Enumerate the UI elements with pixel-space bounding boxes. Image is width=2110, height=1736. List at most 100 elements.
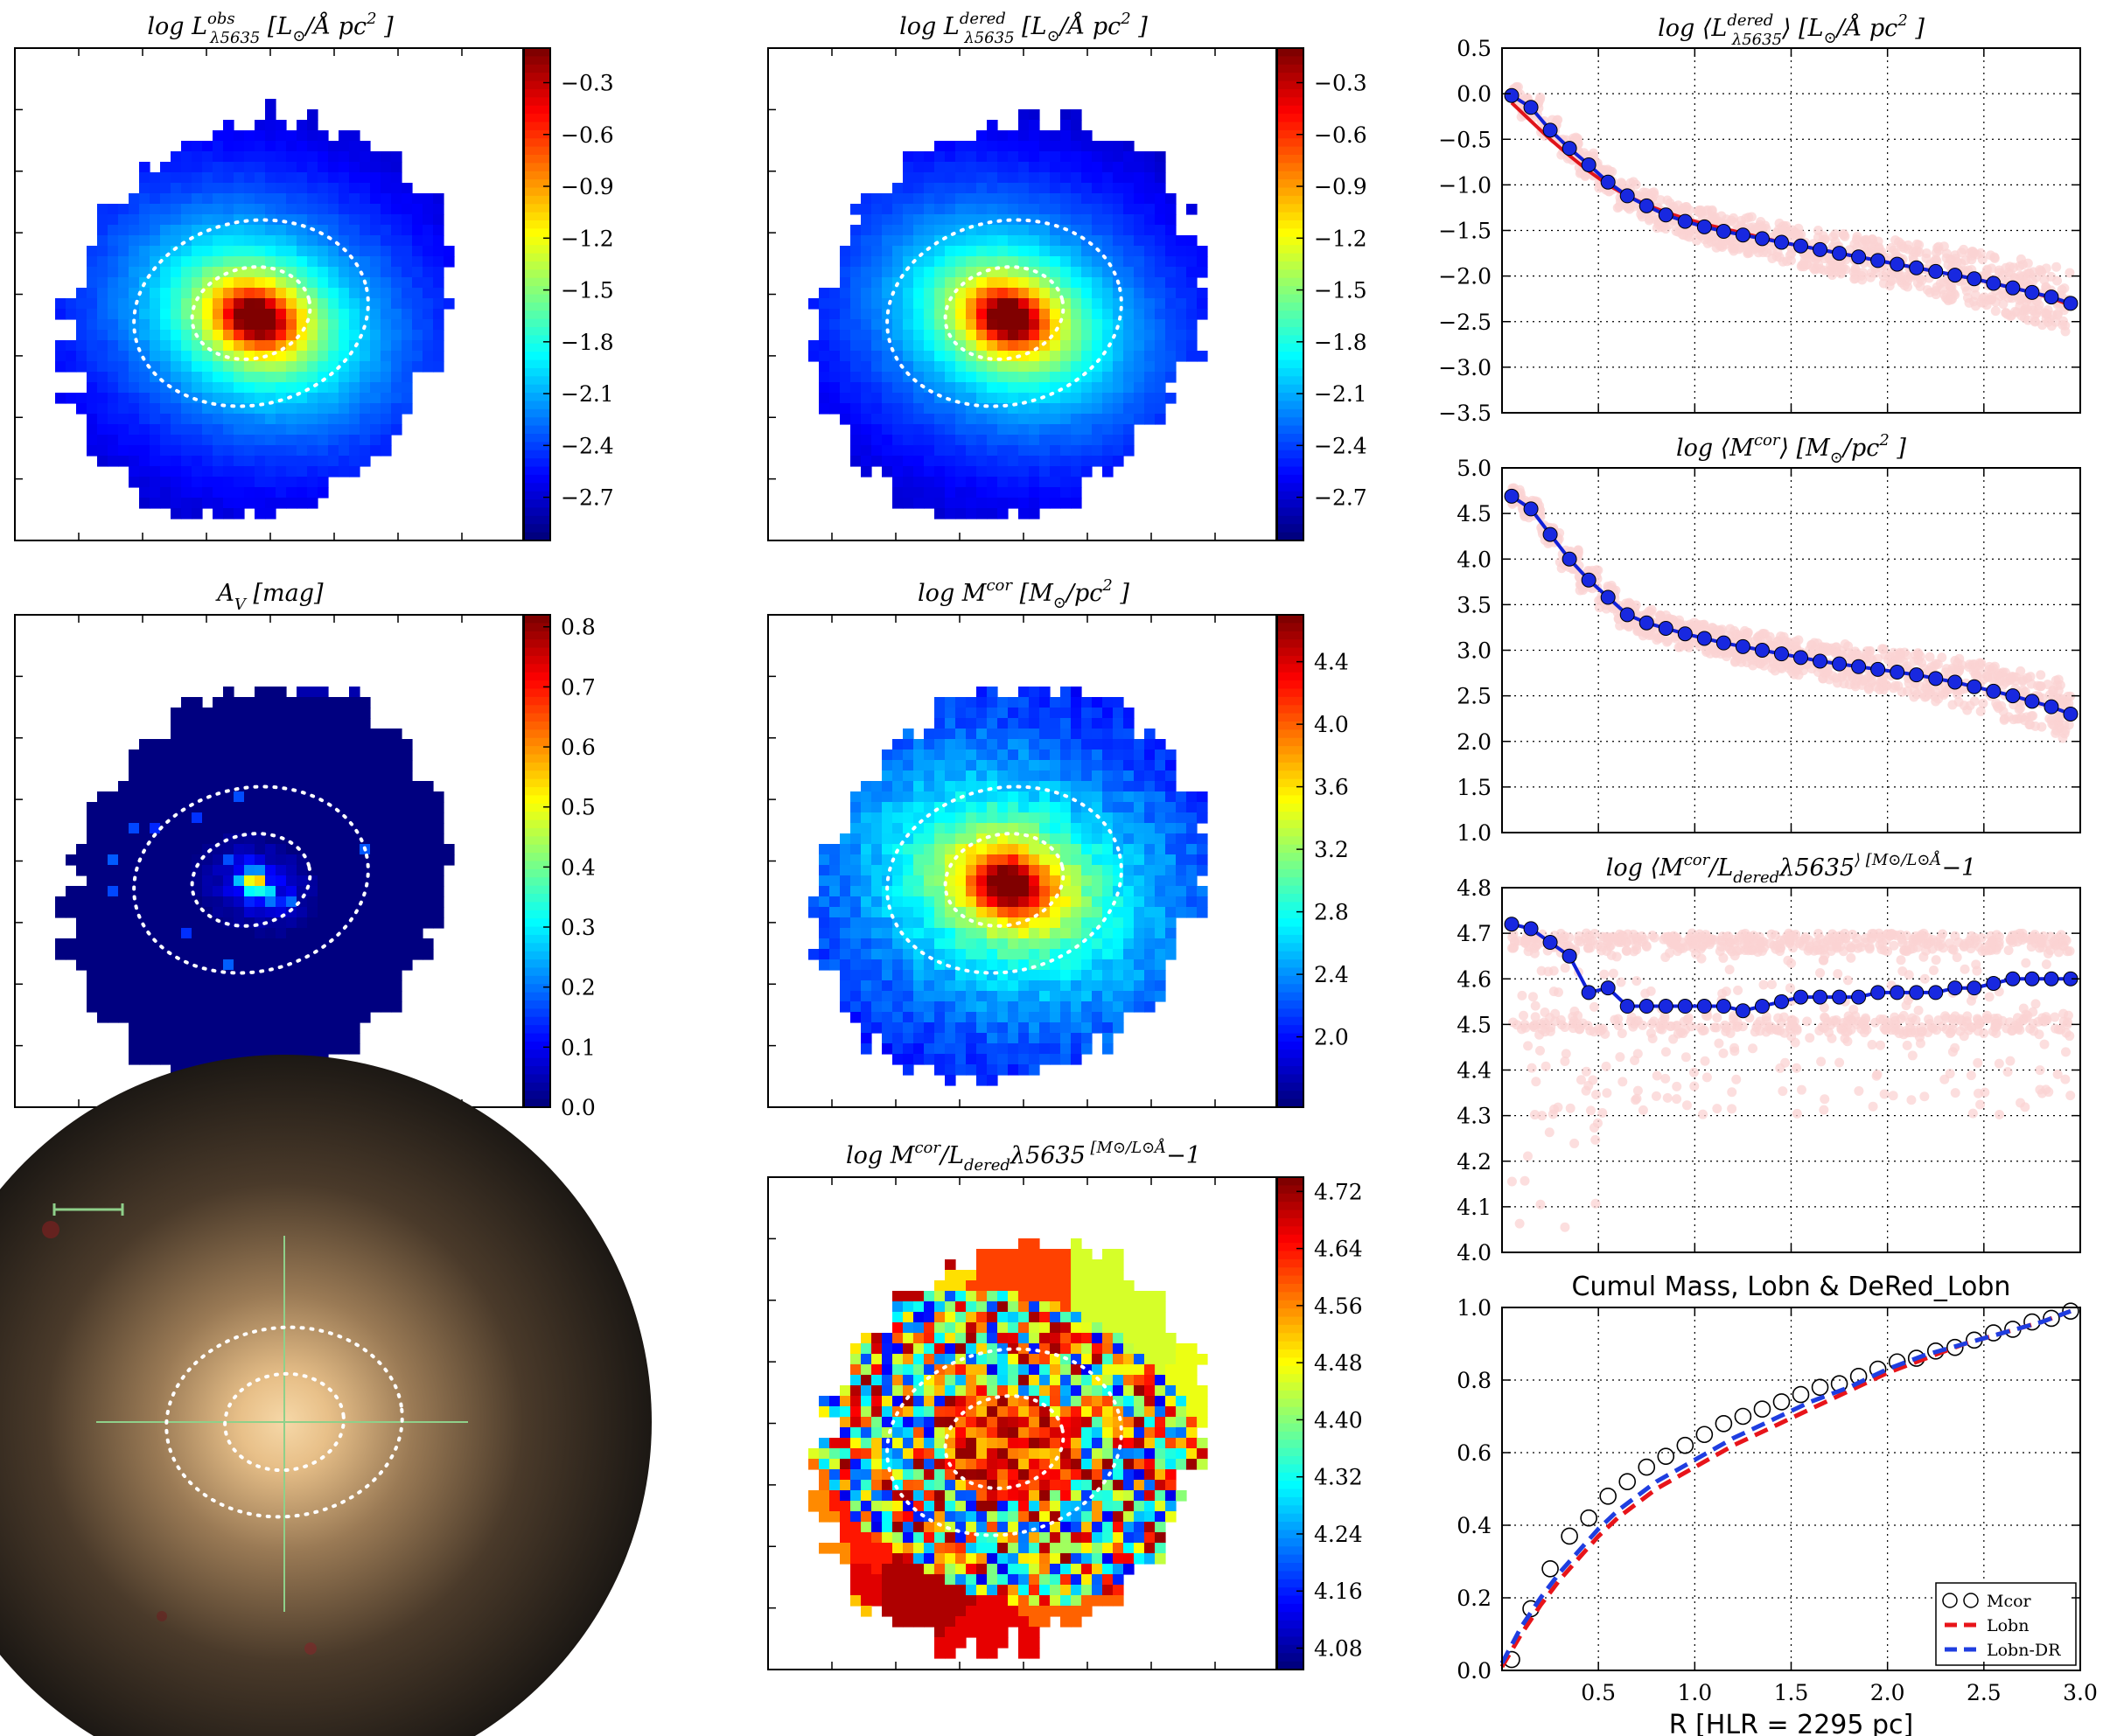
y-tick-label: 0.0 (1457, 81, 1492, 107)
profile-charts: log ⟨Ldered λ5635⟩ [L⊙/Å pc2 ] 0.5 0.0 −0.5 −… (1438, 11, 2098, 1736)
y-tick-label: −0.5 (1438, 127, 1492, 152)
mcor-point (1695, 1426, 1714, 1444)
chart-title: Cumul Mass, Lobn & DeRed_Lobn (1572, 1272, 2011, 1302)
profile-point (1562, 141, 1577, 157)
colorbar-tick-label: 0.7 (561, 674, 596, 700)
colorbar-tick-label: 2.8 (1314, 900, 1349, 925)
x-tick-label: 1.0 (1677, 1680, 1712, 1705)
mcor-point (1618, 1473, 1637, 1490)
y-tick-label: 4.1 (1457, 1195, 1492, 1220)
profile-point (2044, 289, 2059, 305)
grid (1502, 1307, 2080, 1670)
legend-label: Lobn-DR (1987, 1641, 2061, 1660)
profile-point (1523, 501, 1539, 517)
map-title-ldered: log Ldered λ5635 [L⊙/Å pc2 ] (899, 10, 1148, 47)
profile-point (1870, 985, 1886, 1000)
profile-point (1967, 271, 1982, 287)
profile-point (1773, 234, 1789, 250)
profile-point (1677, 999, 1693, 1014)
colorbar-tick-label: 3.6 (1314, 775, 1349, 800)
profile-point (1851, 989, 1867, 1005)
y-tick-label: −1.5 (1438, 219, 1492, 244)
pixel-map-ldered (808, 109, 1208, 519)
colorbar-tick-label: 0.0 (561, 1095, 596, 1120)
mcor-point (1792, 1385, 1810, 1404)
colorbar-ml: 4.72 4.64 4.56 4.48 4.40 4.32 4.24 4.16 4.08 (1276, 1176, 1363, 1670)
mcor-point (1599, 1488, 1617, 1505)
colorbar-tick-label: −1.8 (561, 330, 614, 355)
y-tick-label: 4.5 (1457, 501, 1492, 526)
profile-point (1773, 646, 1789, 662)
colorbar-tick-label: 4.32 (1314, 1465, 1363, 1490)
map-av: AV [mag] 0.8 0.7 0.6 0.5 0.4 0.3 0.2 0.1 0.0 (14, 580, 596, 1120)
map-title-lobs: log Lobs λ5635 [L⊙/Å pc2 ] (147, 10, 394, 47)
profile-point (2063, 296, 2079, 311)
profile-point (1793, 238, 1809, 254)
profile-chart-1: log ⟨Ldered λ5635⟩ [L⊙/Å pc2 ] 0.5 0.0 −0.5 −… (1438, 11, 2081, 426)
colorbar-tick-label: 4.72 (1314, 1179, 1363, 1204)
profile-point (1928, 263, 1944, 279)
profile-point (1735, 638, 1750, 654)
profile-point (1870, 253, 1886, 268)
y-tick-label: 0.4 (1457, 1513, 1492, 1538)
y-tick-label: 0.8 (1457, 1368, 1492, 1393)
mcor-point (1561, 1527, 1578, 1545)
profile-point (1890, 665, 1905, 680)
profile-point (1986, 683, 2002, 699)
colorbar-tick-label: 4.24 (1314, 1522, 1363, 1547)
map-panels: log Lobs λ5635 [L⊙/Å pc2 ] −0.3 −0.6 −0.9 −1.… (14, 10, 1367, 1670)
profile-point (1715, 999, 1731, 1014)
colorbar-tick-label: −1.2 (561, 226, 614, 251)
colorbar-tick-label: −0.3 (561, 71, 614, 96)
profile-point (1504, 87, 1520, 103)
profile-point (1581, 985, 1596, 1000)
y-tick-label: 4.3 (1457, 1104, 1492, 1129)
y-tick-label: 4.6 (1457, 966, 1492, 992)
colorbar-mcor: 4.4 4.0 3.6 3.2 2.8 2.4 2.0 (1276, 614, 1349, 1108)
profile-point (2024, 694, 2040, 709)
profile-chart-3: log ⟨Mcor/Lderedλ5635⟩ [M⊙/L⊙Å−1 4.8 4.7 4.… (1457, 850, 2081, 1265)
colorbar-tick-label: −1.8 (1314, 330, 1367, 355)
profile-point (1600, 174, 1616, 190)
colorbar-tick-label: 0.2 (561, 975, 596, 1000)
profile-point (1658, 620, 1673, 636)
colorbar-tick-label: −0.6 (561, 122, 614, 148)
colorbar-tick-label: 4.64 (1314, 1237, 1363, 1262)
colorbar-tick-label: 4.40 (1314, 1407, 1363, 1433)
y-tick-label: −3.5 (1438, 401, 1492, 426)
colorbar-tick-label: 4.0 (1314, 712, 1349, 737)
colorbar-tick-label: −1.5 (1314, 278, 1367, 303)
y-tick-label: 4.0 (1457, 1240, 1492, 1265)
profile-point (1715, 635, 1731, 651)
y-tick-label: 3.0 (1457, 638, 1492, 664)
profile-point (1909, 985, 1925, 1000)
profile-point (1735, 1003, 1750, 1019)
profile-point (1928, 985, 1944, 1000)
profile-point (2005, 280, 2021, 296)
legend-label: Mcor (1987, 1592, 2032, 1611)
star (304, 1642, 317, 1655)
mcor-point (1657, 1447, 1675, 1465)
mcor-point (1676, 1436, 1694, 1454)
y-tick-label: 4.7 (1457, 921, 1492, 946)
profile-chart-2: log ⟨Mcor⟩ [M⊙/pc2 ] 5.0 4.5 4.0 3.5 3.0 2.5 2.… (1457, 431, 2081, 846)
colorbar-tick-label: −2.4 (561, 433, 614, 458)
map-lobs: log Lobs λ5635 [L⊙/Å pc2 ] −0.3 −0.6 −0.9 −1.… (14, 10, 614, 541)
colorbar-tick-label: 4.16 (1314, 1579, 1363, 1604)
profile-point (1890, 985, 1905, 1000)
profile-point (1851, 249, 1867, 265)
mcor-point (1753, 1400, 1771, 1418)
colorbar-tick-label: −2.1 (1314, 381, 1367, 407)
colorbar-tick-label: −0.9 (1314, 174, 1367, 199)
profile-point (1696, 631, 1712, 646)
colorbar-ldered: −0.3 −0.6 −0.9 −1.2 −1.5 −1.8 −2.1 −2.4 −2.7 (1276, 47, 1367, 541)
profile-point (1735, 227, 1750, 243)
pixel-map-mcor (808, 687, 1208, 1086)
y-tick-label: 1.0 (1457, 1295, 1492, 1321)
spaxel-scatter (1506, 928, 2076, 1232)
profile-chart-4: Cumul Mass, Lobn & DeRed_Lobn Mcor Lobn Lob… (1457, 1272, 2098, 1736)
legend-label: Lobn (1987, 1616, 2029, 1635)
map-ldered: log Ldered λ5635 [L⊙/Å pc2 ]−0.3−0.6−0.9−… (767, 10, 1367, 541)
mcor-point (1541, 1560, 1559, 1578)
y-tick-label: 4.8 (1457, 875, 1492, 901)
